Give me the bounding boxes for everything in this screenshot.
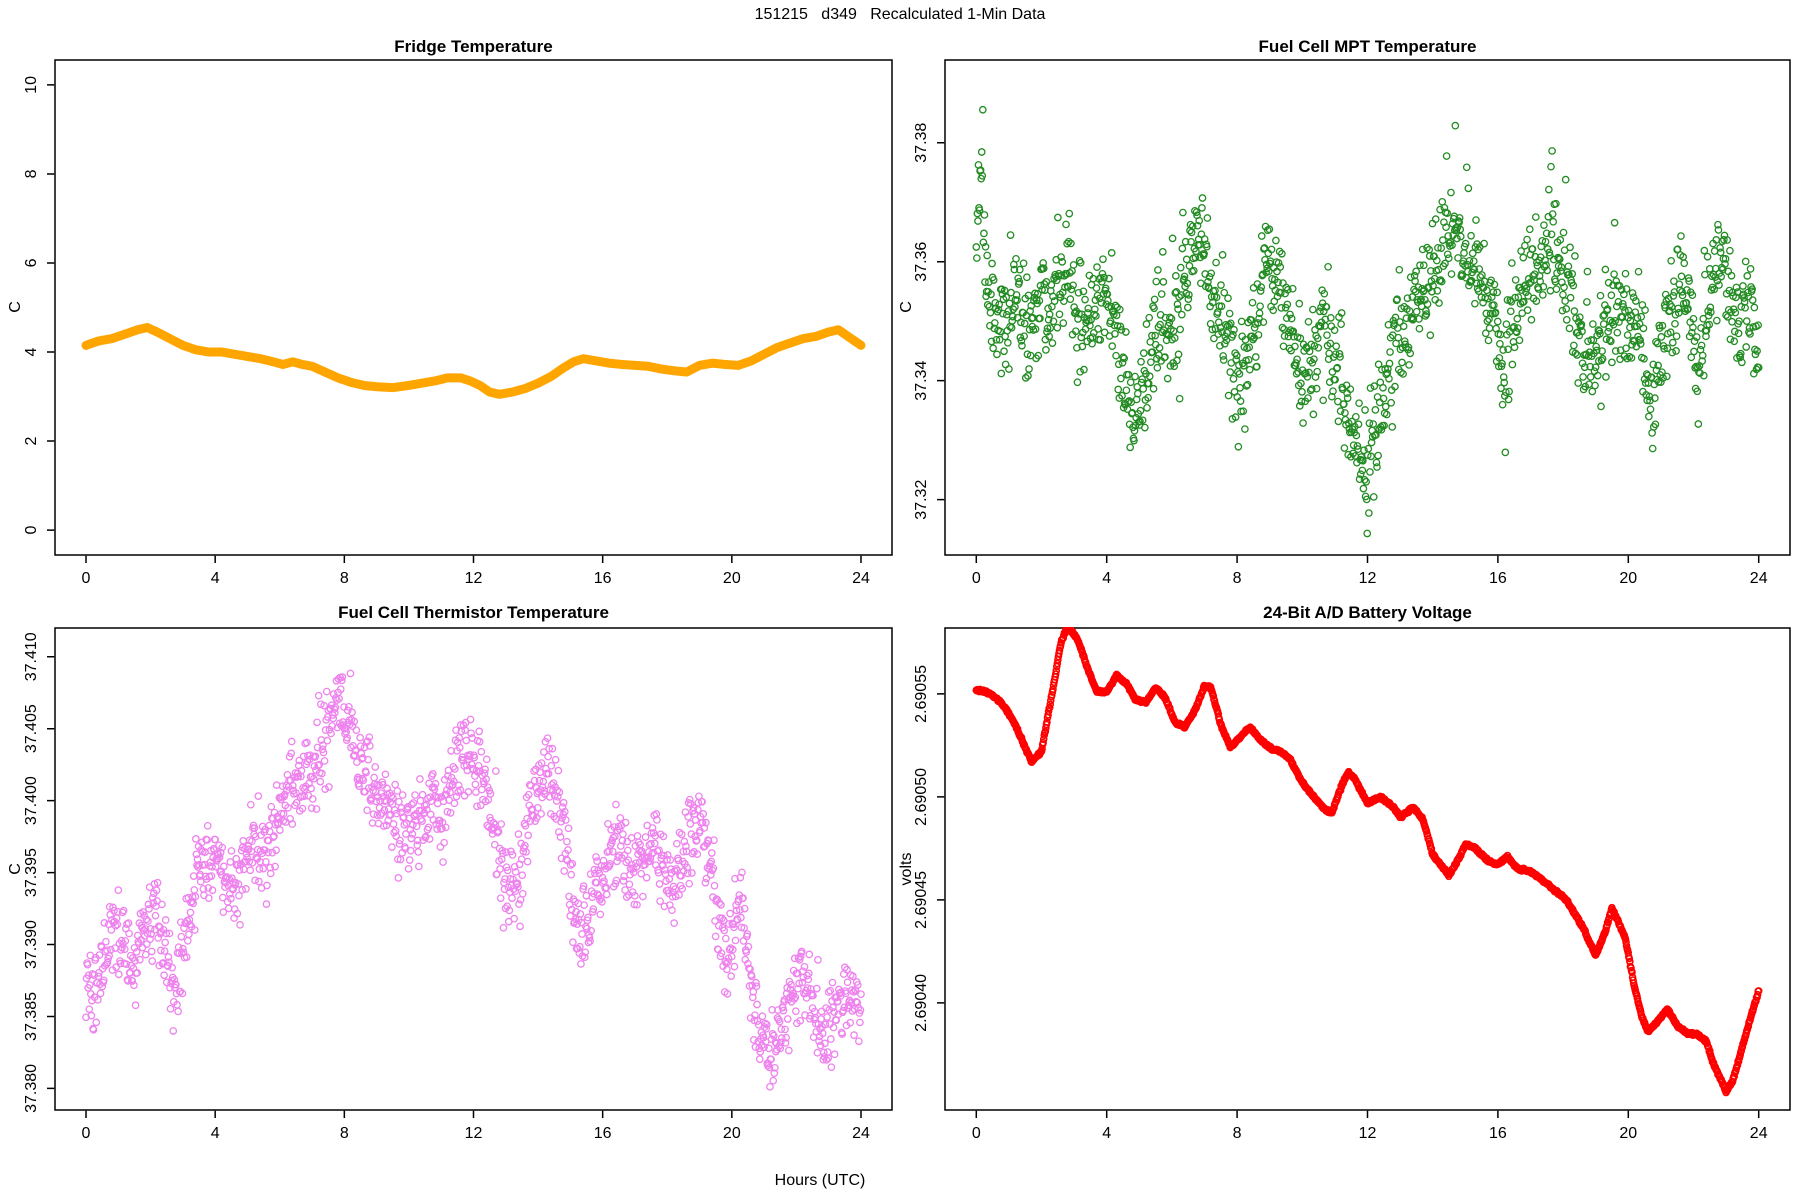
x-axis-label-hours-utc: Hours (UTC): [774, 1172, 866, 1189]
chart-canvas-thermistor: [0, 606, 912, 1200]
chart-canvas-voltage: [888, 606, 1800, 1200]
main-title: 151215 d349 Recalculated 1-Min Data: [754, 6, 1046, 23]
chart-canvas-mpt: [888, 36, 1800, 614]
y-axis-label-mpt: C: [898, 301, 915, 313]
chart-canvas-fridge: [0, 36, 912, 614]
y-axis-label-voltage: volts: [898, 852, 915, 886]
y-axis-label-thermistor: C: [7, 863, 24, 875]
y-axis-label-fridge: C: [7, 301, 24, 313]
